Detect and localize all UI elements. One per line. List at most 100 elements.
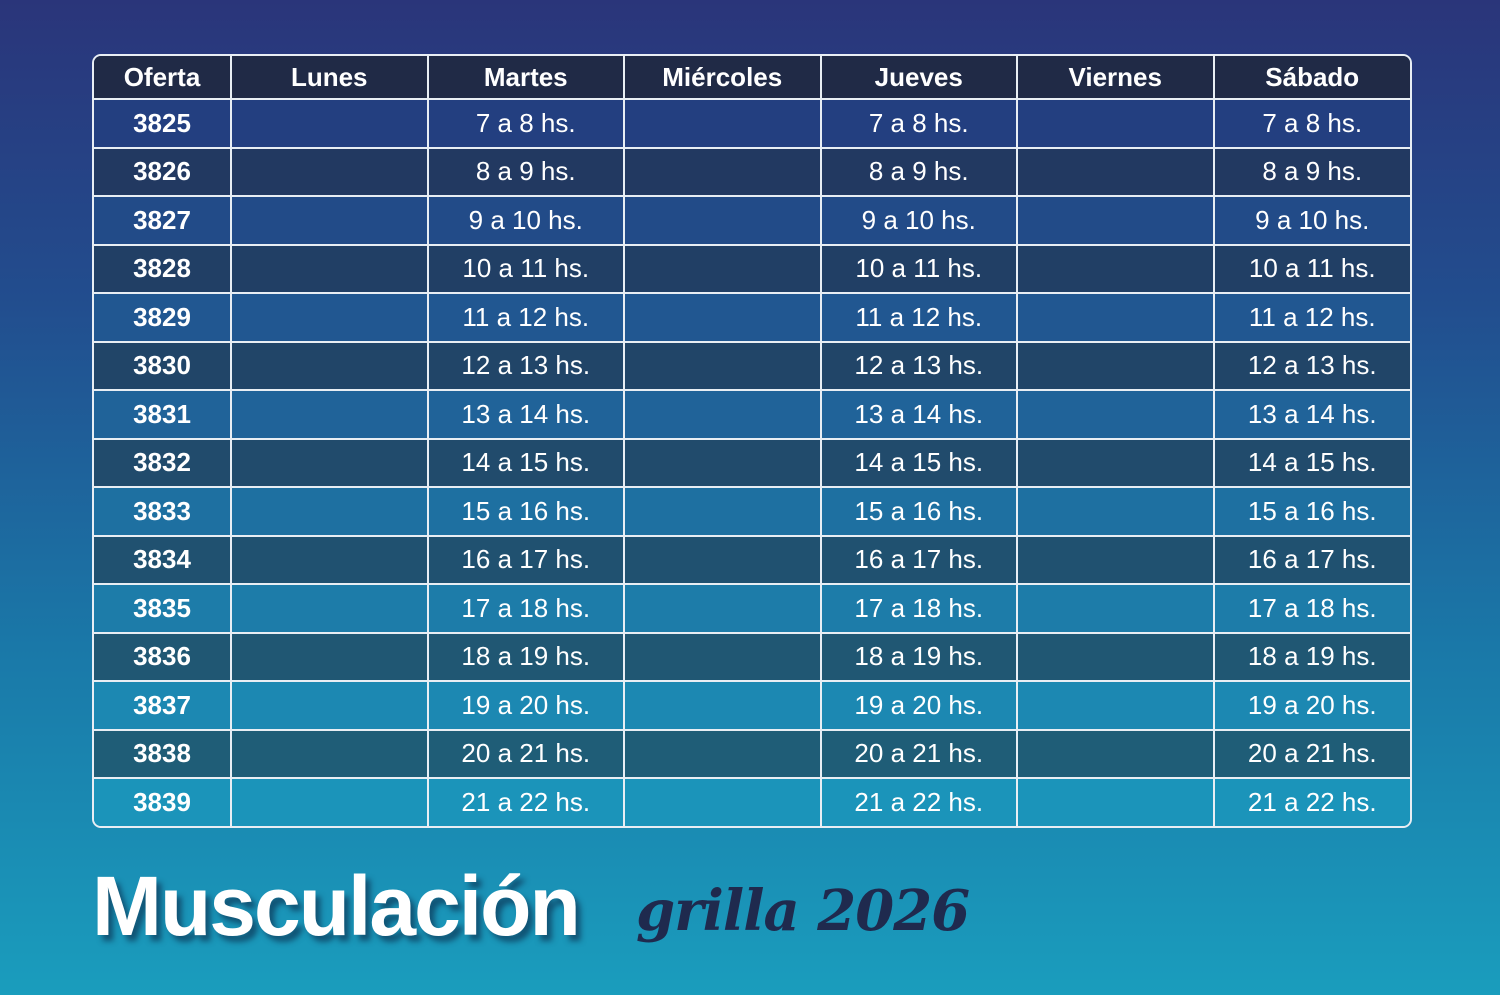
schedule-cell-sabado: 13 a 14 hs. — [1212, 389, 1410, 440]
schedule-cell-miercoles — [623, 389, 822, 440]
column-header: Viernes — [1016, 56, 1215, 100]
schedule-cell-martes: 19 a 20 hs. — [426, 680, 625, 731]
schedule-cell-sabado: 19 a 20 hs. — [1212, 680, 1410, 731]
schedule-cell-miercoles — [623, 340, 822, 391]
schedule-cell-viernes — [1016, 389, 1215, 440]
schedule-table: Oferta Lunes Martes Miércoles Jueves Viernes S… — [92, 54, 1412, 828]
schedule-cell-martes: 13 a 14 hs. — [426, 389, 625, 440]
schedule-cell-miercoles — [623, 292, 822, 343]
schedule-cell-lunes — [230, 292, 429, 343]
table-row: 3837 19 a 20 hs. 19 a 20 hs. 19 a 20 hs. — [94, 680, 1410, 731]
schedule-cell-sabado: 11 a 12 hs. — [1212, 292, 1410, 343]
schedule-cell-lunes — [230, 243, 429, 294]
schedule-cell-miercoles — [623, 437, 822, 488]
schedule-cell-viernes — [1016, 292, 1215, 343]
table-row: 3838 20 a 21 hs. 20 a 21 hs. 20 a 21 hs. — [94, 728, 1410, 779]
oferta-cell: 3835 — [94, 583, 232, 634]
column-header: Oferta — [94, 56, 232, 100]
schedule-cell-sabado: 18 a 19 hs. — [1212, 631, 1410, 682]
oferta-cell: 3829 — [94, 292, 232, 343]
oferta-cell: 3827 — [94, 195, 232, 246]
schedule-cell-jueves: 14 a 15 hs. — [819, 437, 1018, 488]
schedule-cell-martes: 17 a 18 hs. — [426, 583, 625, 634]
oferta-cell: 3837 — [94, 680, 232, 731]
schedule-cell-jueves: 9 a 10 hs. — [819, 195, 1018, 246]
oferta-cell: 3832 — [94, 437, 232, 488]
schedule-cell-viernes — [1016, 486, 1215, 537]
table-row: 3829 11 a 12 hs. 11 a 12 hs. 11 a 12 hs. — [94, 292, 1410, 343]
schedule-cell-miercoles — [623, 98, 822, 149]
schedule-cell-martes: 21 a 22 hs. — [426, 777, 625, 826]
table-row: 3832 14 a 15 hs. 14 a 15 hs. 14 a 15 hs. — [94, 437, 1410, 488]
schedule-cell-lunes — [230, 680, 429, 731]
schedule-cell-martes: 18 a 19 hs. — [426, 631, 625, 682]
schedule-cell-martes: 10 a 11 hs. — [426, 243, 625, 294]
column-header: Sábado — [1212, 56, 1410, 100]
column-header: Lunes — [230, 56, 429, 100]
schedule-cell-lunes — [230, 437, 429, 488]
schedule-cell-jueves: 8 a 9 hs. — [819, 146, 1018, 197]
column-header: Miércoles — [623, 56, 822, 100]
schedule-cell-viernes — [1016, 243, 1215, 294]
schedule-cell-martes: 11 a 12 hs. — [426, 292, 625, 343]
schedule-cell-viernes — [1016, 631, 1215, 682]
schedule-cell-martes: 14 a 15 hs. — [426, 437, 625, 488]
schedule-cell-viernes — [1016, 777, 1215, 826]
table-row: 3826 8 a 9 hs. 8 a 9 hs. 8 a 9 hs. — [94, 146, 1410, 197]
schedule-cell-lunes — [230, 534, 429, 585]
schedule-cell-jueves: 19 a 20 hs. — [819, 680, 1018, 731]
schedule-cell-miercoles — [623, 777, 822, 826]
schedule-cell-miercoles — [623, 534, 822, 585]
schedule-cell-jueves: 20 a 21 hs. — [819, 728, 1018, 779]
schedule-cell-lunes — [230, 389, 429, 440]
schedule-cell-miercoles — [623, 146, 822, 197]
table-row: 3830 12 a 13 hs. 12 a 13 hs. 12 a 13 hs. — [94, 340, 1410, 391]
page-subtitle: grilla 2026 — [636, 878, 970, 944]
schedule-cell-miercoles — [623, 680, 822, 731]
schedule-cell-jueves: 17 a 18 hs. — [819, 583, 1018, 634]
schedule-cell-sabado: 14 a 15 hs. — [1212, 437, 1410, 488]
schedule-cell-jueves: 16 a 17 hs. — [819, 534, 1018, 585]
table-header-row: Oferta Lunes Martes Miércoles Jueves Viernes S… — [94, 56, 1410, 100]
schedule-cell-sabado: 21 a 22 hs. — [1212, 777, 1410, 826]
schedule-cell-martes: 7 a 8 hs. — [426, 98, 625, 149]
schedule-cell-lunes — [230, 486, 429, 537]
oferta-cell: 3825 — [94, 98, 232, 149]
schedule-cell-jueves: 11 a 12 hs. — [819, 292, 1018, 343]
oferta-cell: 3830 — [94, 340, 232, 391]
schedule-cell-sabado: 10 a 11 hs. — [1212, 243, 1410, 294]
schedule-cell-jueves: 15 a 16 hs. — [819, 486, 1018, 537]
table-row: 3835 17 a 18 hs. 17 a 18 hs. 17 a 18 hs. — [94, 583, 1410, 634]
schedule-cell-viernes — [1016, 728, 1215, 779]
oferta-cell: 3836 — [94, 631, 232, 682]
oferta-cell: 3833 — [94, 486, 232, 537]
schedule-cell-miercoles — [623, 728, 822, 779]
schedule-cell-viernes — [1016, 340, 1215, 391]
schedule-cell-miercoles — [623, 195, 822, 246]
table-row: 3839 21 a 22 hs. 21 a 22 hs. 21 a 22 hs. — [94, 777, 1410, 826]
schedule-cell-lunes — [230, 631, 429, 682]
oferta-cell: 3838 — [94, 728, 232, 779]
schedule-cell-viernes — [1016, 146, 1215, 197]
schedule-cell-viernes — [1016, 583, 1215, 634]
schedule-cell-martes: 15 a 16 hs. — [426, 486, 625, 537]
schedule-cell-sabado: 17 a 18 hs. — [1212, 583, 1410, 634]
schedule-cell-viernes — [1016, 680, 1215, 731]
schedule-cell-sabado: 8 a 9 hs. — [1212, 146, 1410, 197]
oferta-cell: 3828 — [94, 243, 232, 294]
schedule-cell-lunes — [230, 195, 429, 246]
schedule-cell-lunes — [230, 146, 429, 197]
schedule-cell-martes: 9 a 10 hs. — [426, 195, 625, 246]
schedule-cell-lunes — [230, 98, 429, 149]
schedule-cell-sabado: 16 a 17 hs. — [1212, 534, 1410, 585]
schedule-cell-jueves: 7 a 8 hs. — [819, 98, 1018, 149]
table-row: 3834 16 a 17 hs. 16 a 17 hs. 16 a 17 hs. — [94, 534, 1410, 585]
schedule-cell-miercoles — [623, 631, 822, 682]
schedule-cell-jueves: 18 a 19 hs. — [819, 631, 1018, 682]
oferta-cell: 3826 — [94, 146, 232, 197]
table-row: 3836 18 a 19 hs. 18 a 19 hs. 18 a 19 hs. — [94, 631, 1410, 682]
schedule-cell-lunes — [230, 340, 429, 391]
schedule-cell-lunes — [230, 777, 429, 826]
oferta-cell: 3834 — [94, 534, 232, 585]
schedule-cell-sabado: 7 a 8 hs. — [1212, 98, 1410, 149]
